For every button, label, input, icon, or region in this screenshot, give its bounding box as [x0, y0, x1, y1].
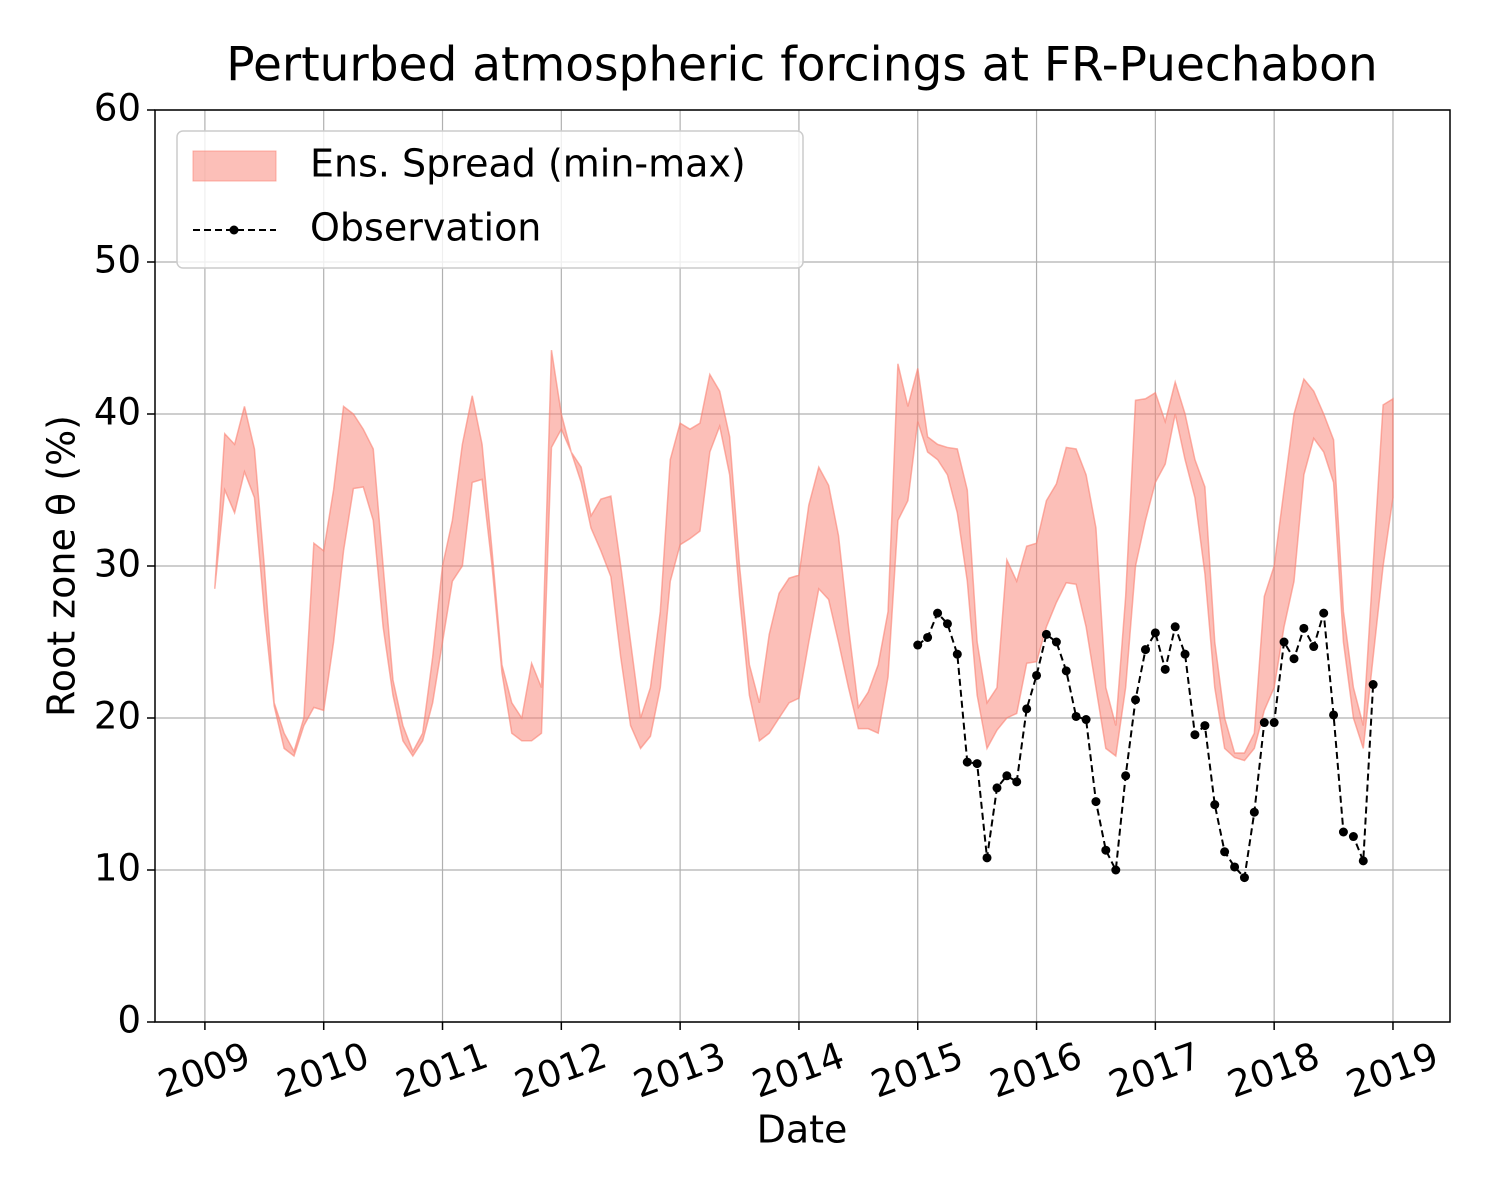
observation-point — [1319, 608, 1329, 618]
legend-label: Observation — [310, 206, 541, 250]
y-tick-label: 30 — [94, 543, 141, 586]
observation-point — [962, 757, 972, 767]
observation-point — [1101, 845, 1111, 855]
observation-point — [952, 649, 962, 659]
observation-point — [1111, 865, 1121, 875]
plot-area — [214, 350, 1394, 883]
observation-point — [1012, 777, 1022, 787]
observation-point — [1081, 715, 1091, 725]
observation-point — [972, 759, 982, 769]
observation-point — [1002, 771, 1012, 781]
y-axis-label: Root zone θ (%) — [40, 415, 84, 717]
observation-point — [1140, 645, 1150, 655]
observation-point — [1200, 721, 1210, 731]
observation-point — [1348, 832, 1358, 842]
observation-point — [1190, 730, 1200, 740]
observation-point — [942, 619, 952, 629]
observation-point — [1170, 622, 1180, 632]
y-tick-label: 50 — [94, 239, 141, 282]
observation-point — [1358, 856, 1368, 866]
observation-point — [1121, 771, 1131, 781]
observation-point — [1220, 847, 1230, 857]
legend-swatch — [192, 150, 277, 182]
y-tick-label: 20 — [94, 695, 141, 738]
observation-point — [1131, 695, 1141, 705]
observation-point — [1051, 637, 1061, 647]
legend: Ens. Spread (min-max) Observation — [176, 130, 804, 269]
observation-point — [913, 640, 923, 650]
observation-point — [1329, 710, 1339, 720]
observation-point — [923, 632, 933, 642]
spread-band — [214, 350, 1394, 762]
legend-marker — [229, 225, 239, 235]
observation-point — [1210, 800, 1220, 810]
observation-point — [1368, 680, 1378, 690]
observation-point — [1279, 637, 1289, 647]
observation-point — [1299, 623, 1309, 633]
y-tick-label: 10 — [94, 847, 141, 890]
observation-point — [1180, 649, 1190, 659]
chart-title: Perturbed atmospheric forcings at FR-Pue… — [226, 38, 1377, 93]
observation-point — [1032, 670, 1042, 680]
y-tick-label: 0 — [117, 999, 141, 1042]
observation-point — [1230, 862, 1240, 872]
observation-point — [1061, 666, 1071, 676]
observation-point — [1091, 797, 1101, 807]
legend-label: Ens. Spread (min-max) — [310, 142, 746, 186]
legend-box — [176, 130, 804, 269]
y-tick-label: 60 — [94, 87, 141, 130]
observation-point — [1239, 873, 1249, 883]
observation-point — [1289, 654, 1299, 664]
observation-point — [992, 783, 1002, 793]
observation-point — [1309, 642, 1319, 652]
observation-point — [1249, 807, 1259, 817]
x-axis-label: Date — [757, 1108, 848, 1152]
observation-point — [1338, 827, 1348, 837]
observation-point — [1150, 628, 1160, 638]
observation-point — [1041, 629, 1051, 639]
observation-point — [1269, 718, 1279, 728]
observation-point — [1259, 718, 1269, 728]
observation-point — [982, 853, 992, 863]
observation-point — [1071, 711, 1081, 721]
observation-point — [933, 608, 943, 618]
observation-point — [1022, 704, 1032, 714]
y-tick-label: 40 — [94, 391, 141, 434]
observation-point — [1160, 664, 1170, 674]
